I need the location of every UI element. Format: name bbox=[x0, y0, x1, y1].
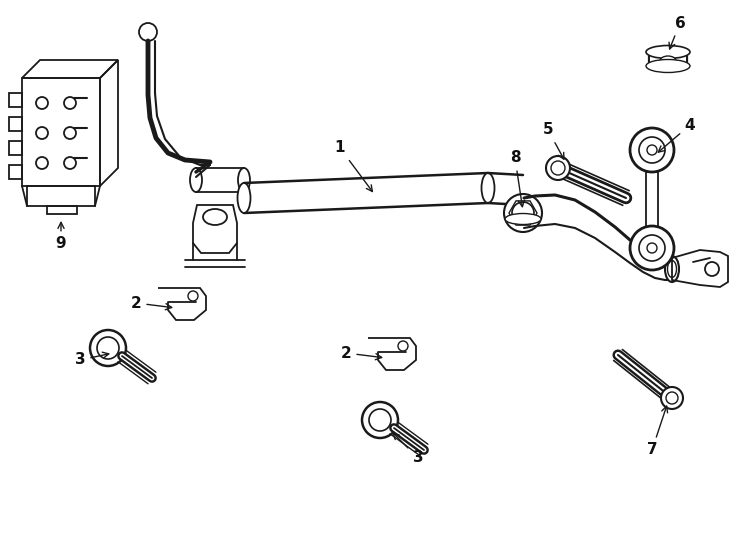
Circle shape bbox=[36, 127, 48, 139]
Circle shape bbox=[647, 145, 657, 155]
Ellipse shape bbox=[505, 213, 541, 225]
Text: 8: 8 bbox=[509, 151, 525, 207]
Circle shape bbox=[64, 157, 76, 169]
Text: 3: 3 bbox=[393, 433, 424, 465]
Text: 6: 6 bbox=[669, 16, 686, 49]
Ellipse shape bbox=[660, 56, 676, 66]
Ellipse shape bbox=[646, 45, 690, 58]
Circle shape bbox=[36, 157, 48, 169]
Circle shape bbox=[666, 392, 678, 404]
Ellipse shape bbox=[203, 209, 227, 225]
Circle shape bbox=[64, 97, 76, 109]
Ellipse shape bbox=[667, 260, 677, 278]
Circle shape bbox=[551, 161, 565, 175]
Circle shape bbox=[705, 262, 719, 276]
Ellipse shape bbox=[512, 202, 534, 224]
Text: 9: 9 bbox=[56, 222, 66, 252]
Ellipse shape bbox=[190, 168, 202, 192]
Ellipse shape bbox=[646, 59, 690, 72]
Circle shape bbox=[188, 291, 198, 301]
Circle shape bbox=[661, 387, 683, 409]
Circle shape bbox=[90, 330, 126, 366]
Circle shape bbox=[139, 23, 157, 41]
Circle shape bbox=[362, 402, 398, 438]
Text: 5: 5 bbox=[542, 123, 564, 159]
Circle shape bbox=[647, 243, 657, 253]
Text: 2: 2 bbox=[341, 346, 382, 361]
Ellipse shape bbox=[482, 173, 495, 203]
Circle shape bbox=[630, 128, 674, 172]
Ellipse shape bbox=[504, 194, 542, 232]
Ellipse shape bbox=[665, 256, 679, 282]
Text: 4: 4 bbox=[658, 118, 695, 152]
Circle shape bbox=[369, 409, 391, 431]
Text: 1: 1 bbox=[335, 140, 372, 192]
Circle shape bbox=[630, 226, 674, 270]
Circle shape bbox=[639, 137, 665, 163]
Circle shape bbox=[36, 97, 48, 109]
Ellipse shape bbox=[238, 183, 250, 213]
Circle shape bbox=[546, 156, 570, 180]
Circle shape bbox=[398, 341, 408, 351]
Ellipse shape bbox=[238, 168, 250, 192]
Text: 7: 7 bbox=[647, 406, 668, 457]
Circle shape bbox=[639, 235, 665, 261]
Text: 2: 2 bbox=[131, 295, 172, 310]
Circle shape bbox=[97, 337, 119, 359]
Circle shape bbox=[64, 127, 76, 139]
Text: 3: 3 bbox=[75, 352, 109, 368]
